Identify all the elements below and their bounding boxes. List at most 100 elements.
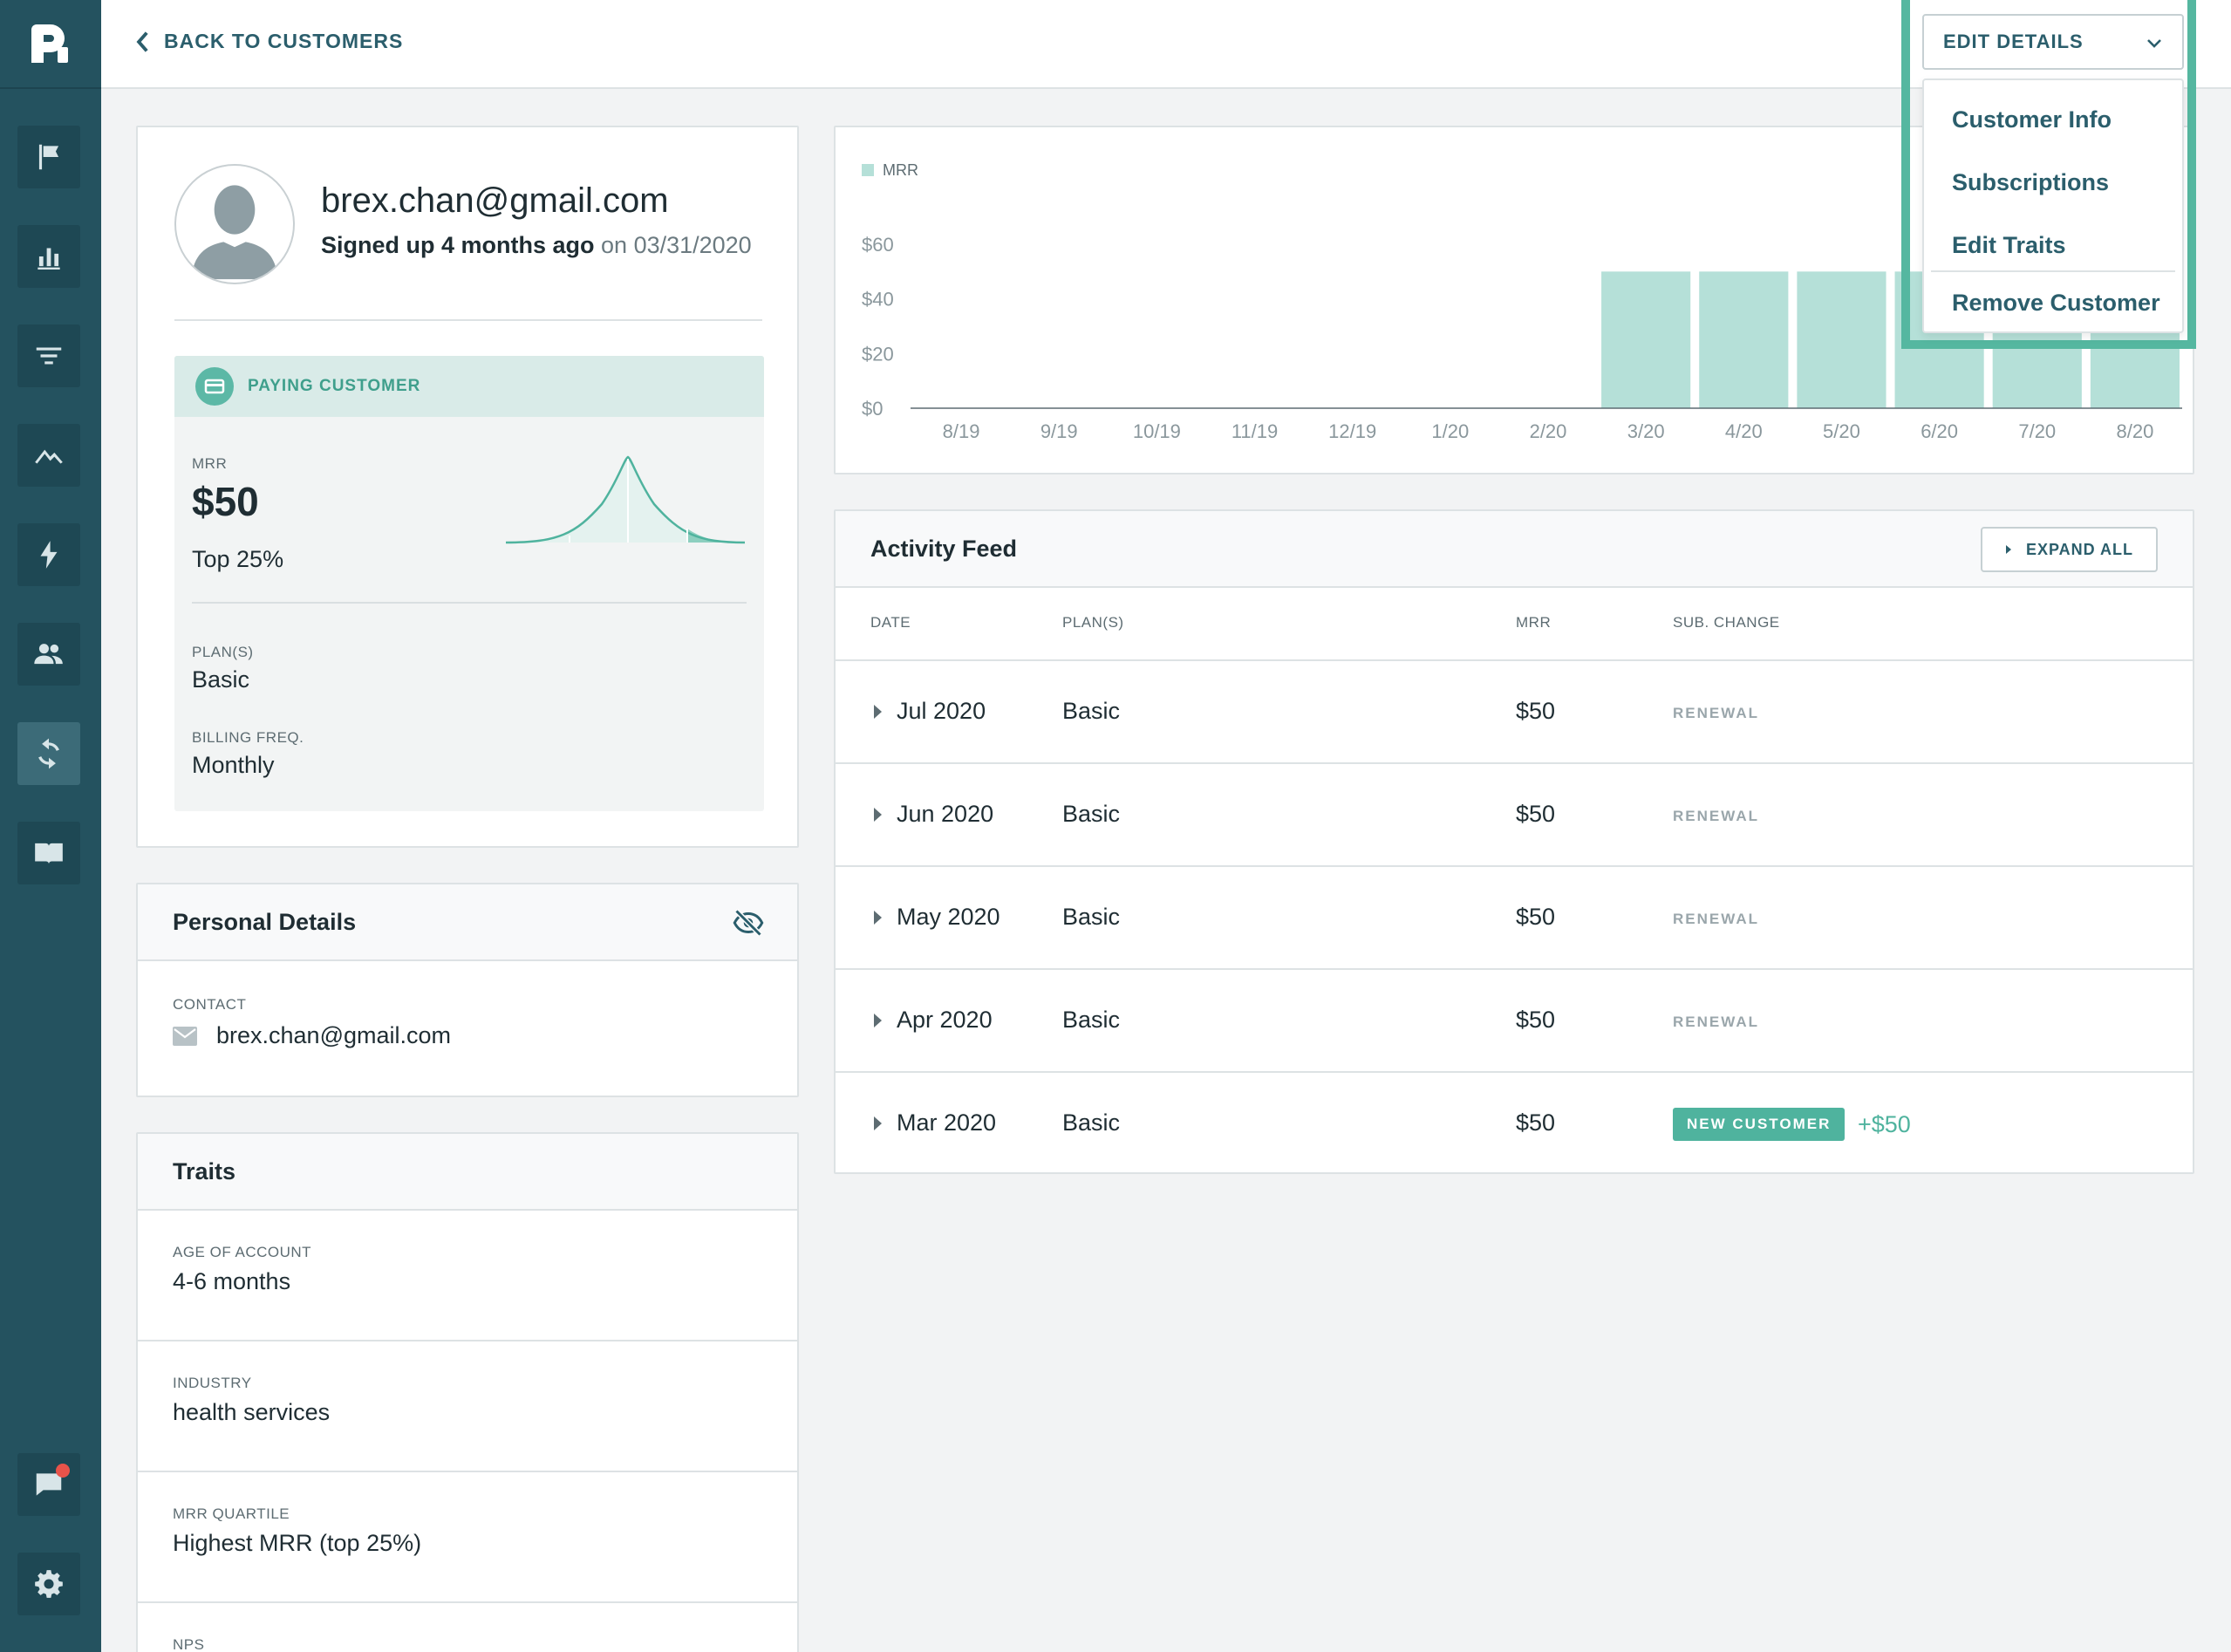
menu-item-edit-traits[interactable]: Edit Traits: [1952, 231, 2066, 258]
row-date: Jun 2020: [897, 801, 994, 827]
x-tick-label: 11/19: [1231, 420, 1278, 442]
x-tick-label: 10/19: [1133, 420, 1181, 442]
row-mrr: $50: [1516, 1007, 1556, 1033]
trait-item: INDUSTRY health services: [138, 1341, 797, 1472]
sidebar-item-settings[interactable]: [17, 1553, 80, 1615]
legend-swatch: [862, 164, 874, 176]
column-header-date: DATE: [870, 614, 911, 631]
row-plan: Basic: [1062, 698, 1121, 724]
expand-caret-icon[interactable]: [874, 1014, 882, 1027]
column-header-plans: PLAN(S): [1062, 614, 1124, 631]
edit-details-label: EDIT DETAILS: [1943, 31, 2084, 52]
sidebar-item-customers[interactable]: [17, 623, 80, 686]
chevron-down-icon: [2147, 39, 2161, 48]
expand-caret-icon[interactable]: [874, 808, 882, 822]
x-tick-label: 4/20: [1725, 420, 1763, 442]
x-tick-label: 1/20: [1431, 420, 1469, 442]
back-to-customers-link[interactable]: BACK TO CUSTOMERS: [133, 30, 403, 53]
expand-caret-icon[interactable]: [874, 911, 882, 925]
x-tick-label: 6/20: [1921, 420, 1958, 442]
trait-label: AGE OF ACCOUNT: [173, 1244, 312, 1260]
billing-freq-value: Monthly: [192, 752, 275, 778]
sidebar-item-charts[interactable]: [17, 225, 80, 288]
traits-title: Traits: [173, 1157, 236, 1184]
legend-label: MRR: [883, 161, 918, 179]
trait-item: NPS: [138, 1603, 797, 1652]
x-tick-label: 7/20: [2018, 420, 2056, 442]
row-mrr: $50: [1516, 698, 1556, 724]
menu-item-customer-info[interactable]: Customer Info: [1952, 106, 2112, 133]
signed-up-ago: Signed up 4 months ago: [321, 232, 595, 258]
activity-feed-card: Activity Feed EXPAND ALL DATE PLAN(S) MR…: [834, 509, 2194, 1174]
back-link-label: BACK TO CUSTOMERS: [164, 30, 404, 52]
x-tick-label: 5/20: [1823, 420, 1860, 442]
mrr-value: $50: [192, 479, 259, 524]
filter-icon: [36, 347, 62, 365]
sidebar-item-docs[interactable]: [17, 822, 80, 884]
y-tick-label: $0: [862, 398, 883, 420]
x-tick-label: 8/19: [943, 420, 980, 442]
mrr-rank: Top 25%: [192, 546, 284, 572]
trait-label: NPS: [173, 1636, 205, 1652]
contact-row: brex.chan@gmail.com: [173, 1022, 451, 1049]
book-icon: [35, 843, 63, 864]
contact-email[interactable]: brex.chan@gmail.com: [216, 1022, 452, 1048]
mrr-delta: +$50: [1858, 1111, 1911, 1137]
chart-bar: [1797, 271, 1886, 408]
plan-value: Basic: [192, 666, 250, 693]
flag-icon: [38, 144, 59, 170]
expand-all-label: EXPAND ALL: [2025, 540, 2133, 558]
caret-right-icon: [2005, 545, 2011, 554]
trait-label: MRR QUARTILE: [173, 1505, 290, 1522]
top-bar: BACK TO CUSTOMERS: [101, 0, 2231, 89]
trait-label: INDUSTRY: [173, 1375, 252, 1391]
sidebar-item-trends[interactable]: [17, 424, 80, 487]
new-customer-badge: NEW CUSTOMER: [1673, 1108, 1846, 1141]
table-row[interactable]: Mar 2020 Basic $50 NEW CUSTOMER +$50: [836, 1073, 2193, 1176]
expand-caret-icon[interactable]: [874, 1116, 882, 1130]
x-tick-label: 9/19: [1040, 420, 1078, 442]
eye-off-icon[interactable]: [733, 907, 764, 939]
personal-details-header: Personal Details: [138, 884, 797, 961]
bar-chart-icon: [38, 248, 60, 270]
signed-up-text: Signed up 4 months ago on 03/31/2020: [321, 232, 752, 259]
trait-value: 4-6 months: [173, 1268, 291, 1294]
edit-details-button[interactable]: EDIT DETAILS: [1922, 14, 2184, 70]
row-date: Apr 2020: [897, 1007, 993, 1033]
table-row[interactable]: Jun 2020 Basic $50 RENEWAL: [836, 764, 2193, 867]
activity-table-header: DATE PLAN(S) MRR SUB. CHANGE: [836, 588, 2193, 661]
chat-icon: [36, 1473, 62, 1496]
personal-details-card: Personal Details CONTACT brex.chan@gmail…: [136, 883, 799, 1097]
row-mrr: $50: [1516, 801, 1556, 827]
menu-item-subscriptions[interactable]: Subscriptions: [1952, 168, 2110, 195]
edit-details-dropdown-highlight: EDIT DETAILS Customer Info Subscriptions…: [1901, 0, 2196, 349]
expand-caret-icon[interactable]: [874, 705, 882, 719]
paying-customer-header: PAYING CUSTOMER: [174, 356, 764, 417]
paying-customer-label: PAYING CUSTOMER: [248, 377, 421, 395]
x-tick-label: 3/20: [1627, 420, 1665, 442]
bolt-icon: [40, 541, 58, 569]
menu-item-remove-customer[interactable]: Remove Customer: [1952, 289, 2160, 316]
sidebar-item-chat[interactable]: [17, 1453, 80, 1516]
mail-icon: [173, 1026, 197, 1046]
sidebar-item-retention[interactable]: [17, 722, 80, 785]
column-header-sub-change: SUB. CHANGE: [1673, 614, 1780, 631]
sidebar-item-events[interactable]: [17, 523, 80, 586]
table-row[interactable]: May 2020 Basic $50 RENEWAL: [836, 867, 2193, 970]
activity-feed-title: Activity Feed: [870, 535, 1018, 562]
traits-card: Traits AGE OF ACCOUNT 4-6 months INDUSTR…: [136, 1132, 799, 1652]
trait-item: AGE OF ACCOUNT 4-6 months: [138, 1211, 797, 1341]
table-row[interactable]: Jul 2020 Basic $50 RENEWAL: [836, 661, 2193, 764]
expand-all-button[interactable]: EXPAND ALL: [1980, 527, 2158, 572]
row-mrr: $50: [1516, 1109, 1556, 1136]
x-tick-label: 12/19: [1328, 420, 1376, 442]
logo-icon: [31, 24, 68, 63]
sidebar-item-filter[interactable]: [17, 324, 80, 387]
app-logo[interactable]: [0, 0, 101, 89]
row-plan: Basic: [1062, 1007, 1121, 1033]
sidebar-item-flag[interactable]: [17, 126, 80, 188]
trend-icon: [35, 449, 63, 464]
trait-value: health services: [173, 1399, 331, 1425]
row-change: RENEWAL: [1673, 705, 1759, 721]
table-row[interactable]: Apr 2020 Basic $50 RENEWAL: [836, 970, 2193, 1073]
